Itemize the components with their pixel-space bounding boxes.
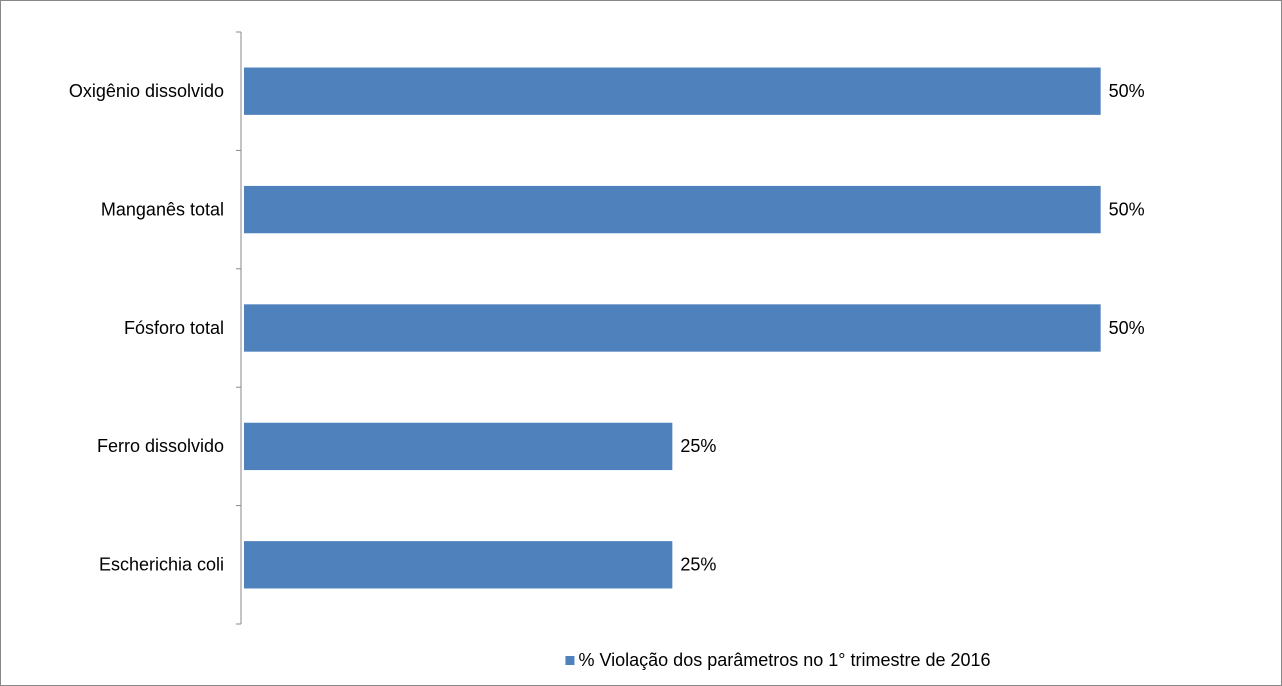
bar [244, 304, 1101, 352]
legend-swatch [565, 656, 575, 665]
y-tick-label: Manganês total [101, 199, 224, 219]
y-tick-label: Oxigênio dissolvido [69, 81, 224, 101]
data-label: 25% [680, 436, 716, 456]
y-tick-label: Fósforo total [124, 318, 224, 338]
data-label: 50% [1109, 81, 1145, 101]
bar [244, 541, 673, 589]
y-tick-label: Ferro dissolvido [97, 436, 224, 456]
data-label: 50% [1109, 199, 1145, 219]
legend: % Violação dos parâmetros no 1° trimestr… [565, 650, 991, 670]
bar [244, 185, 1101, 234]
data-label: 50% [1109, 318, 1145, 338]
bar [244, 422, 673, 471]
bar [244, 67, 1101, 115]
y-tick-label: Escherichia coli [99, 555, 224, 575]
legend-label: % Violação dos parâmetros no 1° trimestr… [578, 650, 990, 670]
data-label: 25% [680, 555, 716, 575]
